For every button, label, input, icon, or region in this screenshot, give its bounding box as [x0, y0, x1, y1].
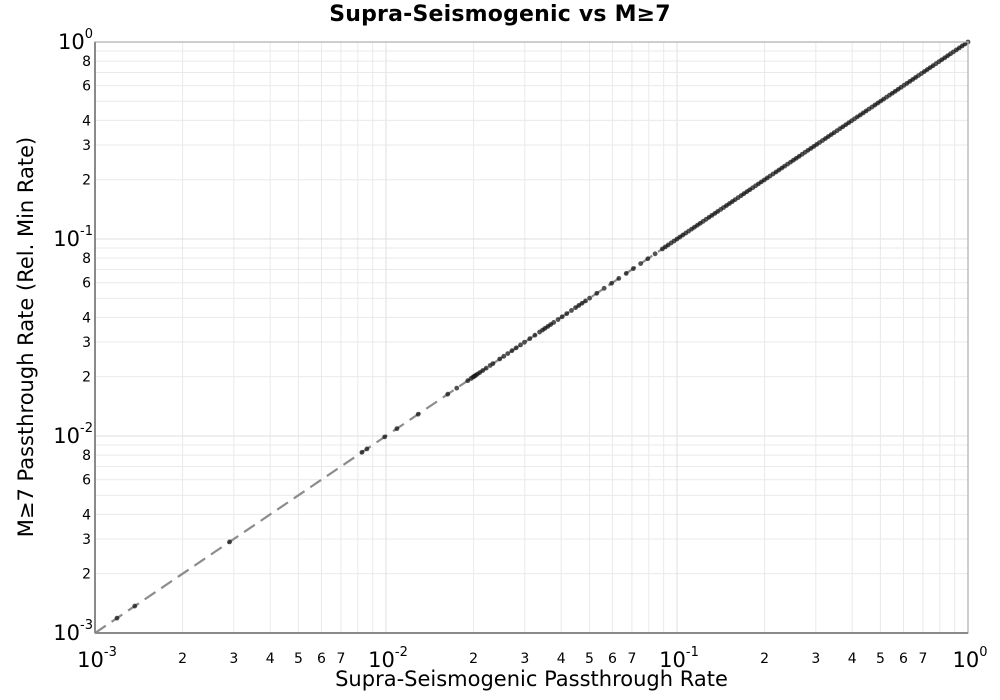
scatter-point — [394, 426, 400, 432]
y-minor-tick-label: 8 — [82, 448, 91, 464]
scatter-point — [645, 256, 651, 262]
scatter-point — [114, 615, 120, 621]
scatter-point — [509, 348, 515, 354]
scatter-point — [532, 332, 538, 338]
y-minor-tick-label: 3 — [82, 335, 91, 351]
y-minor-tick-label: 4 — [82, 310, 91, 326]
x-minor-tick-label: 3 — [229, 651, 238, 667]
scatter-point — [559, 314, 565, 320]
scatter-point — [616, 275, 622, 281]
scatter-point — [630, 266, 636, 271]
scatter-point — [601, 285, 607, 291]
y-axis-title: M≥7 Passthrough Rate (Rel. Min Rate) — [14, 136, 38, 538]
y-minor-tick-label: 6 — [82, 276, 91, 292]
scatter-point — [483, 365, 489, 371]
y-major-tick-label: 100 — [58, 27, 93, 54]
scatter-point — [623, 270, 629, 276]
scatter-point — [513, 345, 519, 351]
scatter-point — [569, 308, 574, 313]
x-major-tick-label: 100 — [952, 645, 987, 672]
scatter-point — [382, 434, 388, 440]
y-major-tick-label: 10-2 — [53, 421, 93, 448]
x-major-tick-label: 10-3 — [77, 645, 117, 672]
y-minor-tick-label: 8 — [82, 54, 91, 70]
x-minor-tick-label: 7 — [918, 651, 927, 667]
y-minor-tick-label: 2 — [82, 173, 91, 189]
scatter-point — [505, 351, 511, 356]
x-minor-tick-label: 6 — [608, 651, 617, 667]
x-minor-tick-label: 7 — [627, 651, 636, 667]
x-minor-tick-label: 3 — [811, 651, 820, 667]
scatter-point — [652, 251, 658, 257]
x-minor-tick-label: 2 — [760, 651, 769, 667]
x-minor-tick-label: 4 — [848, 651, 857, 667]
scatter-point — [454, 385, 460, 391]
x-minor-tick-label: 2 — [469, 651, 478, 667]
x-minor-tick-label: 4 — [266, 651, 275, 667]
y-minor-tick-label: 2 — [82, 567, 91, 583]
x-minor-tick-label: 3 — [520, 651, 529, 667]
scatter-point — [497, 356, 503, 362]
x-minor-tick-label: 5 — [585, 651, 594, 667]
scatter-point — [551, 320, 557, 325]
scatter-point — [132, 603, 138, 609]
y-minor-tick-label: 6 — [82, 473, 91, 489]
chart-title: Supra-Seismogenic vs M≥7 — [329, 2, 671, 27]
scatter-point — [359, 449, 365, 455]
scatter-point — [609, 280, 614, 286]
x-minor-tick-label: 6 — [317, 651, 326, 667]
scatter-point — [579, 300, 585, 306]
x-minor-tick-label: 5 — [294, 651, 303, 667]
x-minor-tick-label: 6 — [899, 651, 908, 667]
scatter-point — [522, 339, 527, 345]
y-major-tick-label: 10-3 — [53, 618, 93, 645]
scatter-point — [587, 295, 593, 301]
scatter-point — [415, 411, 421, 417]
x-minor-tick-label: 5 — [876, 651, 885, 667]
scatter-point — [638, 261, 644, 267]
x-major-tick-label: 10-2 — [368, 645, 408, 672]
x-minor-tick-label: 2 — [178, 651, 187, 667]
x-minor-tick-label: 7 — [336, 651, 345, 667]
y-minor-tick-label: 6 — [82, 79, 91, 95]
y-minor-tick-label: 2 — [82, 370, 91, 386]
scatter-point — [445, 391, 451, 397]
scatter-point — [518, 342, 523, 348]
y-minor-tick-label: 4 — [82, 113, 91, 129]
x-axis-title: Supra-Seismogenic Passthrough Rate — [335, 667, 728, 691]
y-minor-tick-label: 4 — [82, 507, 91, 523]
scatter-point — [480, 368, 486, 373]
x-major-tick-label: 10-1 — [659, 645, 699, 672]
y-major-tick-label: 10-1 — [53, 224, 93, 251]
scatter-point — [227, 539, 232, 545]
scatter-point — [364, 446, 370, 452]
scatter-point — [564, 311, 570, 317]
scatter-point — [527, 336, 533, 342]
scatter-point — [555, 317, 561, 322]
y-minor-tick-label: 3 — [82, 138, 91, 154]
y-minor-tick-label: 3 — [82, 532, 91, 548]
scatter-point — [594, 290, 600, 296]
y-minor-tick-label: 8 — [82, 251, 91, 267]
scatter-point — [583, 298, 588, 304]
scatter-point — [501, 353, 507, 359]
scatter-point — [490, 361, 496, 367]
x-minor-tick-label: 4 — [557, 651, 566, 667]
